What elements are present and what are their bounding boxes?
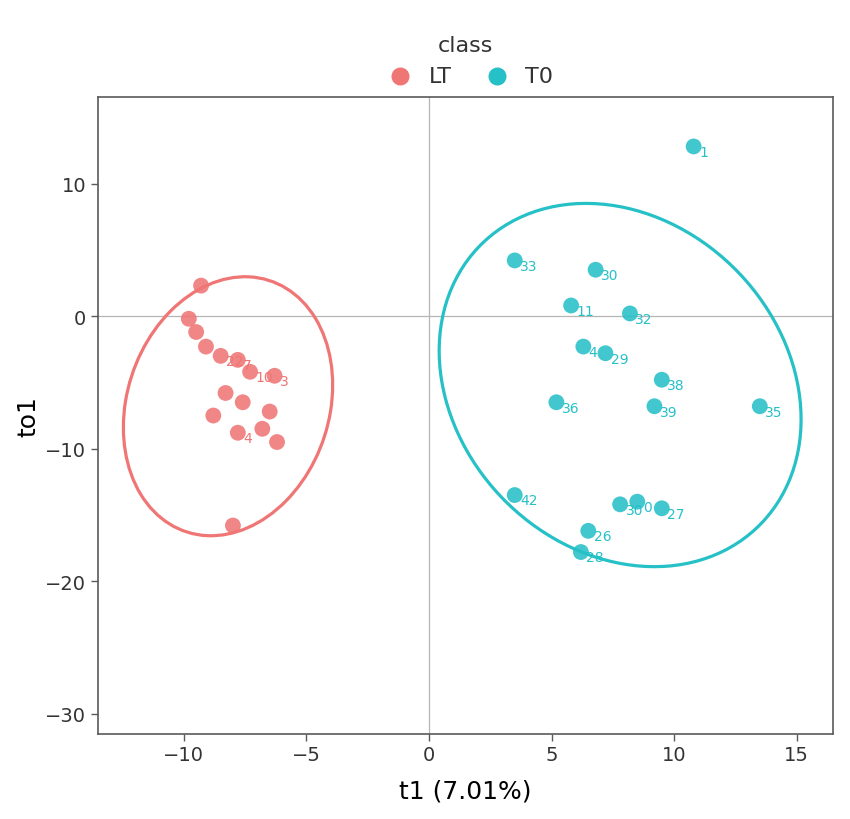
Point [182, 313, 196, 326]
Point [655, 373, 669, 387]
Point [508, 255, 522, 268]
Text: 35: 35 [765, 405, 783, 419]
Point [550, 396, 564, 410]
Point [231, 354, 245, 367]
Text: 10: 10 [256, 371, 273, 385]
Point [268, 369, 281, 382]
Text: 7: 7 [243, 359, 252, 373]
Point [508, 489, 522, 502]
Point [226, 519, 240, 532]
Point [614, 498, 627, 511]
Point [576, 341, 590, 354]
Point [195, 280, 208, 293]
Text: 36: 36 [562, 401, 580, 415]
Y-axis label: to1: to1 [17, 396, 41, 437]
Point [231, 427, 245, 440]
Text: 26: 26 [593, 530, 611, 544]
Point [687, 141, 700, 154]
Text: 22: 22 [226, 355, 244, 369]
Text: 32: 32 [635, 312, 653, 326]
Point [581, 525, 595, 538]
Text: 30: 30 [601, 269, 619, 283]
Point [263, 405, 276, 419]
Text: 39: 39 [660, 405, 677, 419]
Point [207, 410, 220, 423]
Text: 11: 11 [576, 305, 594, 319]
X-axis label: t1 (7.01%): t1 (7.01%) [400, 778, 532, 803]
Text: 1: 1 [699, 146, 708, 160]
Point [655, 502, 669, 515]
Point [564, 300, 578, 313]
Text: 30: 30 [626, 503, 643, 517]
Text: 0: 0 [643, 500, 651, 514]
Point [648, 400, 661, 414]
Point [623, 307, 637, 320]
Point [753, 400, 767, 414]
Point [199, 341, 212, 354]
Text: 27: 27 [667, 507, 685, 521]
Point [631, 495, 644, 509]
Point [589, 264, 603, 277]
Text: 42: 42 [520, 494, 538, 508]
Text: 33: 33 [520, 260, 538, 274]
Point [243, 366, 257, 379]
Text: 4: 4 [243, 432, 252, 446]
Point [598, 347, 612, 360]
Point [574, 545, 587, 559]
Text: 28: 28 [586, 550, 604, 564]
Point [190, 326, 203, 339]
Legend: LT, T0: LT, T0 [369, 27, 563, 96]
Text: 3: 3 [280, 374, 289, 388]
Point [236, 396, 250, 410]
Point [214, 350, 228, 363]
Point [218, 387, 232, 400]
Text: 4: 4 [589, 346, 598, 360]
Point [256, 423, 269, 436]
Point [270, 436, 284, 449]
Text: 29: 29 [611, 352, 628, 366]
Text: 38: 38 [667, 378, 685, 392]
